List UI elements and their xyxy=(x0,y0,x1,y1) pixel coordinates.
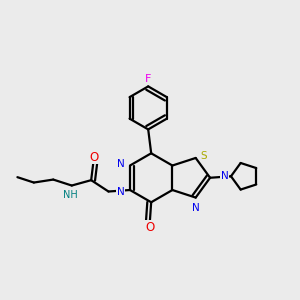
Text: N: N xyxy=(117,159,124,169)
Text: O: O xyxy=(145,221,154,234)
Text: N: N xyxy=(192,203,200,213)
Text: NH: NH xyxy=(64,190,78,200)
Text: O: O xyxy=(90,151,99,164)
Text: N: N xyxy=(221,171,229,181)
Text: N: N xyxy=(117,187,124,196)
Text: F: F xyxy=(145,74,152,84)
Text: S: S xyxy=(200,151,207,161)
